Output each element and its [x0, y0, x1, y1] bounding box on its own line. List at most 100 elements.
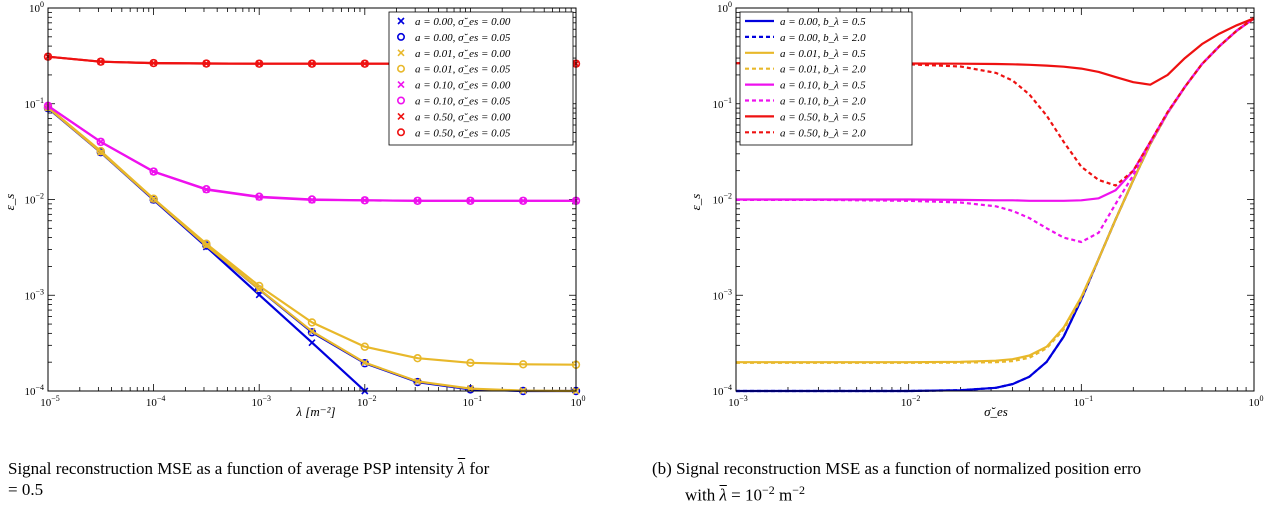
plot-frame [735, 7, 1255, 392]
legend-label: a = 0.00, b_λ = 2.0 [780, 32, 866, 44]
y-tick-label: 100 [29, 0, 44, 15]
x-tick-label-exp: 0 [1260, 394, 1264, 403]
y-tick-label-exp: −1 [723, 96, 732, 105]
x-tick-label-exp: −4 [157, 394, 166, 403]
legend-label: a = 0.10, σ̆_es = 0.00 [415, 80, 511, 92]
series-marker-circle [360, 342, 369, 351]
series-marker-circle [149, 167, 158, 176]
y-tick-label: 10−2 [712, 192, 732, 207]
x-tick-label: 10−5 [40, 394, 60, 409]
x-tick-label-base: 10 [357, 397, 369, 409]
series-marker-circle [96, 146, 105, 156]
y-tick-label-base: 10 [24, 195, 36, 207]
left-chart: 10−5 10−4 10−3 10−2 10−1 10010−410−310−210−11… [2, 0, 586, 419]
legend-marker-x [397, 49, 405, 57]
y-tick-label-base: 10 [29, 3, 41, 15]
y-tick-label-exp: −3 [723, 287, 732, 296]
series-marker-circle [96, 137, 105, 147]
y-tick-label-base: 10 [24, 99, 36, 111]
series-line-3 [47, 106, 577, 366]
series-marker-circle [413, 354, 422, 363]
x-tick-label-exp: 0 [582, 394, 586, 403]
x-tick-label-base: 10 [463, 397, 475, 409]
left-caption-line1-tail: for [469, 459, 490, 478]
legend-marker-x [397, 81, 405, 89]
x-tick-label-base: 10 [728, 397, 740, 409]
plot-frame [47, 7, 577, 392]
series-marker-circle [149, 194, 158, 203]
series-group [735, 17, 1255, 393]
y-tick-label-exp: −4 [723, 383, 732, 392]
y-tick-label: 100 [717, 0, 732, 15]
legend-label: a = 0.01, σ̆_es = 0.05 [415, 64, 511, 76]
x-tick-label-base: 10 [40, 397, 52, 409]
series-marker-x [202, 242, 210, 250]
legend-label: a = 0.10, b_λ = 0.5 [780, 80, 866, 92]
x-tick-label-base: 10 [901, 397, 913, 409]
series-marker-circle [202, 239, 211, 248]
y-tick-label: 10−2 [24, 192, 44, 207]
x-tick-label: 10−1 [463, 394, 483, 409]
series-marker-circle [360, 196, 369, 205]
series-marker-x [414, 377, 422, 385]
legend-label: a = 0.01, σ̆_es = 0.00 [415, 48, 511, 60]
x-tick-label: 100 [1249, 394, 1264, 409]
y-tick-label-exp: −1 [35, 96, 44, 105]
right-caption-unit-exp: −2 [792, 483, 805, 497]
legend-label: a = 0.50, σ̆_es = 0.00 [415, 111, 511, 123]
right-caption-line1: (b) Signal reconstruction MSE as a funct… [652, 459, 1142, 478]
x-tick-label-exp: −3 [739, 394, 748, 403]
right-caption-with: with [685, 485, 716, 505]
x-tick-label-exp: −2 [912, 394, 921, 403]
legend: a = 0.00, b_λ = 0.5 a = 0.00, b_λ = 2.0 a … [739, 11, 913, 146]
left-caption-lambda: λ [457, 459, 466, 478]
series-marker-circle [149, 58, 158, 68]
y-tick-label-base: 10 [24, 290, 36, 302]
x-tick-label-base: 10 [251, 397, 263, 409]
x-tick-label-base: 10 [1249, 397, 1261, 409]
left-caption-line2: = 0.5 [8, 481, 43, 499]
series-marker-circle [466, 196, 475, 205]
legend-box [739, 11, 913, 146]
series-marker-circle [413, 196, 422, 205]
series-marker-circle [255, 192, 264, 201]
series-marker-circle [96, 57, 105, 66]
x-tick-label-base: 10 [571, 397, 583, 409]
left-caption: Signal reconstruction MSE as a function … [8, 460, 489, 478]
legend-label: a = 0.00, σ̆_es = 0.05 [415, 32, 511, 44]
series-line-1 [47, 107, 576, 393]
right-caption-eq: = 10 [731, 485, 762, 505]
series-marker-x [308, 327, 316, 335]
x-tick-label-exp: −1 [1085, 394, 1094, 403]
y-tick-label-base: 10 [712, 290, 724, 302]
x-tick-label: 10−1 [1074, 394, 1094, 409]
legend-label: a = 0.50, b_λ = 0.5 [780, 111, 866, 123]
series-marker-circle [307, 195, 317, 204]
y-tick-label-base: 10 [24, 386, 36, 398]
x-tick-label-base: 10 [1074, 397, 1086, 409]
tick-labels: 10−5 10−4 10−3 10−2 10−1 10010−410−310−210−11… [24, 0, 585, 409]
y-tick-label: 10−4 [712, 383, 732, 398]
series-marker-circle [307, 59, 317, 68]
legend-marker-x [397, 17, 405, 25]
right-caption-exp: −2 [761, 483, 775, 497]
legend-marker-circle [396, 128, 405, 137]
x-tick-label-exp: −1 [474, 394, 483, 403]
legend-label: a = 0.01, b_λ = 2.0 [780, 64, 866, 76]
x-tick-label: 10−4 [146, 394, 166, 409]
x-tick-label: 10−3 [251, 394, 271, 409]
series-marker-circle [255, 281, 264, 291]
series-marker-x [361, 359, 369, 367]
y-tick-label-exp: 0 [40, 0, 44, 9]
y-tick-label: 10−3 [712, 287, 732, 302]
series-marker-circle [518, 196, 528, 205]
legend-label: a = 0.01, b_λ = 0.5 [780, 48, 866, 60]
legend-label: a = 0.00, b_λ = 0.5 [780, 16, 866, 28]
legend-marker-circle [396, 32, 405, 41]
x-tick-label: 10−3 [728, 394, 748, 409]
x-tick-label: 10−2 [901, 394, 921, 409]
series-line-6 [736, 17, 1255, 86]
y-tick-label: 10−3 [24, 287, 44, 302]
